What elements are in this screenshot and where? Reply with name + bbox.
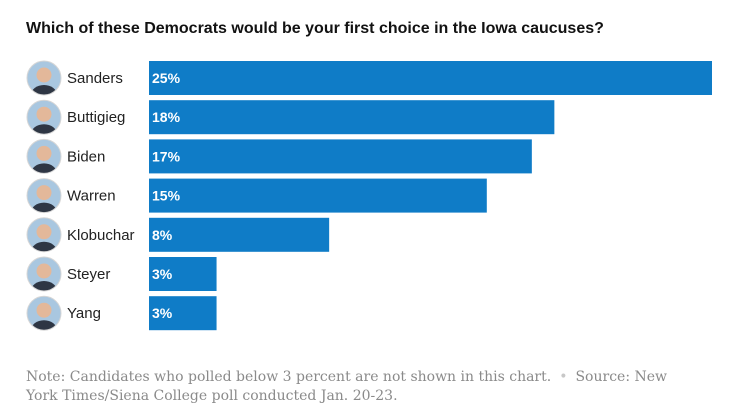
- avatar-shoulders: [31, 85, 57, 95]
- avatar-portrait: [31, 224, 57, 252]
- avatar-ring: [26, 256, 62, 292]
- bar-label-sanders: 25%: [152, 70, 181, 86]
- candidate-name-warren: Warren: [67, 188, 116, 205]
- bar-yang: [149, 296, 217, 331]
- avatar-klobuchar: [26, 217, 62, 253]
- bar-label-steyer: 3%: [152, 266, 173, 282]
- avatar-warren: [26, 178, 62, 214]
- avatar-portrait: [31, 185, 57, 213]
- avatar-ring: [26, 178, 62, 214]
- bar-label-biden: 17%: [152, 148, 181, 164]
- candidate-name-biden: Biden: [67, 148, 105, 165]
- bar-steyer: [149, 257, 217, 291]
- bar-label-buttigieg: 18%: [152, 109, 181, 125]
- bar-warren: [149, 178, 487, 213]
- avatar-shoulders: [31, 163, 57, 174]
- bar-sanders: [149, 61, 712, 95]
- avatar-shoulders: [31, 281, 57, 291]
- source-text: Source: New York Times/Siena College pol…: [26, 369, 668, 404]
- avatar-shoulders: [31, 320, 57, 331]
- separator-dot: •: [559, 369, 568, 385]
- bar-label-klobuchar: 8%: [152, 227, 173, 243]
- avatar-ring: [26, 295, 62, 331]
- candidate-name-klobuchar: Klobuchar: [67, 227, 135, 244]
- avatar-yang: [26, 295, 62, 331]
- bar-klobuchar: [149, 217, 330, 252]
- chart-footnote: Note: Candidates who polled below 3 perc…: [26, 368, 696, 406]
- avatar-ring: [26, 138, 62, 174]
- candidate-name-steyer: Steyer: [67, 266, 110, 283]
- avatar-ring: [26, 217, 62, 253]
- bar-buttigieg: [149, 100, 555, 135]
- avatar-biden: [26, 138, 62, 174]
- note-text: Note: Candidates who polled below 3 perc…: [26, 369, 552, 385]
- avatar-face: [36, 185, 52, 201]
- avatar-buttigieg: [26, 99, 62, 135]
- candidate-name-sanders: Sanders: [67, 70, 123, 87]
- avatar-portrait: [31, 67, 57, 95]
- bar-label-warren: 15%: [152, 188, 181, 204]
- avatar-steyer: [26, 256, 62, 292]
- avatar-face: [36, 263, 52, 279]
- avatar-face: [36, 302, 52, 318]
- avatar-sanders: [26, 60, 62, 96]
- bar-label-yang: 3%: [152, 305, 173, 321]
- chart-title: Which of these Democrats would be your f…: [26, 20, 604, 37]
- avatar-shoulders: [31, 241, 57, 252]
- avatar-face: [36, 145, 52, 161]
- bar-chart: Sanders 25% Buttigieg 18% Biden 17% Warren 15% K…: [26, 60, 712, 331]
- avatar-portrait: [31, 263, 57, 291]
- avatar-face: [36, 224, 52, 240]
- avatar-portrait: [31, 302, 57, 331]
- avatar-face: [36, 106, 52, 122]
- avatar-shoulders: [31, 202, 57, 213]
- avatar-portrait: [31, 106, 57, 135]
- avatar-face: [36, 67, 52, 83]
- candidate-name-yang: Yang: [67, 305, 101, 322]
- avatar-ring: [26, 60, 62, 96]
- candidate-name-buttigieg: Buttigieg: [67, 109, 125, 126]
- avatar-shoulders: [31, 124, 57, 135]
- bar-biden: [149, 139, 532, 174]
- avatar-ring: [26, 99, 62, 135]
- avatar-portrait: [31, 145, 57, 174]
